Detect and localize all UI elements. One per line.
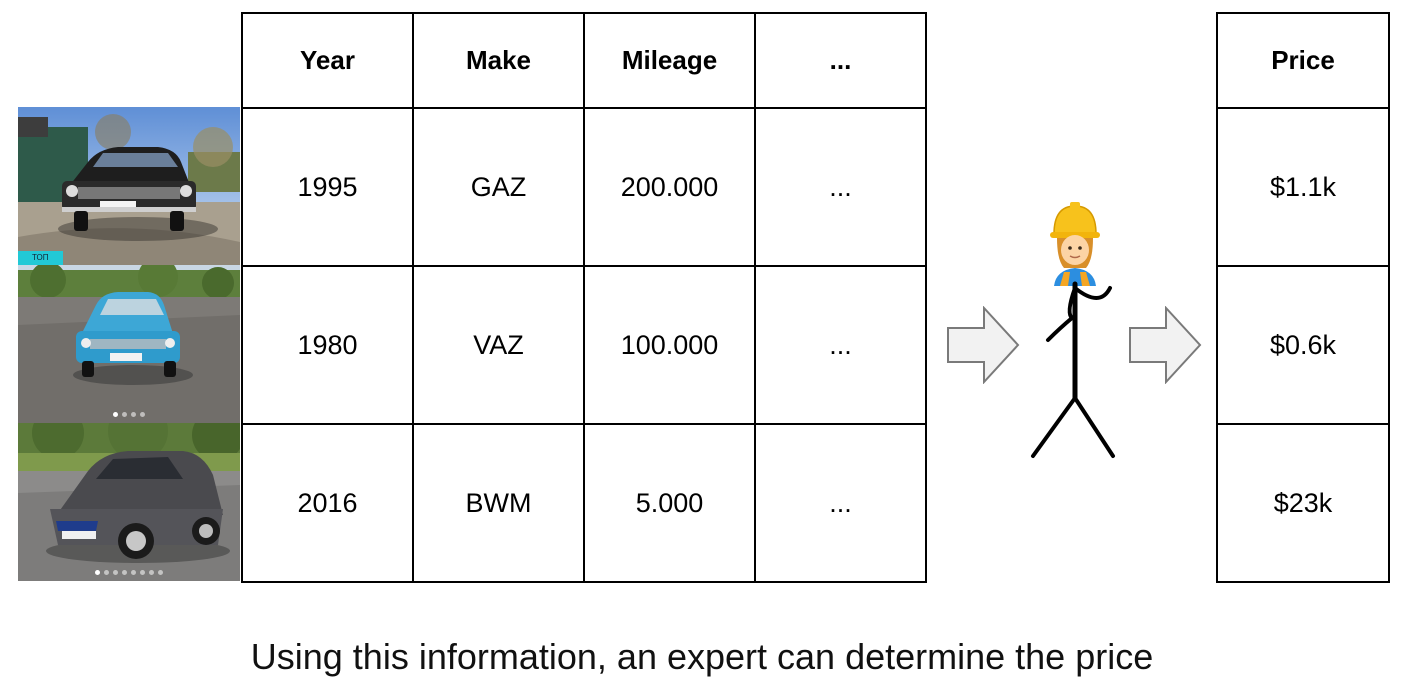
cell-price: $1.1k — [1216, 107, 1390, 267]
cell-mileage: 5.000 — [583, 423, 756, 583]
features-table: Year Make Mileage ... 1995 GAZ 200.000 .… — [241, 12, 927, 583]
arrow-right-icon — [1128, 306, 1204, 384]
cell-more: ... — [754, 265, 927, 425]
car-photo-gaz: ТОП — [18, 107, 240, 265]
arrow-right-icon — [946, 306, 1022, 384]
table-header-row: Year Make Mileage ... — [241, 12, 927, 109]
cell-year: 1980 — [241, 265, 414, 425]
cell-price: $0.6k — [1216, 265, 1390, 425]
table-row: 2016 BWM 5.000 ... — [241, 423, 927, 583]
cell-price: $23k — [1216, 423, 1390, 583]
caption-text: Using this information, an expert can de… — [250, 636, 1154, 677]
table-row: 1995 GAZ 200.000 ... — [241, 107, 927, 267]
gaz-car-image — [18, 107, 240, 265]
column-header-mileage: Mileage — [583, 12, 756, 109]
photo-tag: ТОП — [18, 251, 63, 265]
cell-mileage: 100.000 — [583, 265, 756, 425]
table-row: $1.1k — [1216, 107, 1390, 267]
car-photo-bmw — [18, 423, 240, 581]
table-row: $23k — [1216, 423, 1390, 583]
column-header-price: Price — [1216, 12, 1390, 109]
price-table: Price $1.1k $0.6k $23k — [1216, 12, 1390, 583]
column-header-more: ... — [754, 12, 927, 109]
cell-make: VAZ — [412, 265, 585, 425]
table-row: 1980 VAZ 100.000 ... — [241, 265, 927, 425]
carousel-dots — [18, 412, 240, 417]
vaz-car-image — [18, 265, 240, 423]
price-header-row: Price — [1216, 12, 1390, 109]
car-photos: ТОП — [18, 107, 240, 581]
table-row: $0.6k — [1216, 265, 1390, 425]
cell-make: BWM — [412, 423, 585, 583]
cell-make: GAZ — [412, 107, 585, 267]
column-header-make: Make — [412, 12, 585, 109]
column-header-year: Year — [241, 12, 414, 109]
cell-more: ... — [754, 107, 927, 267]
carousel-dots — [18, 570, 240, 575]
cell-more: ... — [754, 423, 927, 583]
expert-figure — [1020, 198, 1130, 468]
cell-year: 1995 — [241, 107, 414, 267]
car-photo-vaz — [18, 265, 240, 423]
cell-year: 2016 — [241, 423, 414, 583]
cell-mileage: 200.000 — [583, 107, 756, 267]
bmw-car-image — [18, 423, 240, 581]
